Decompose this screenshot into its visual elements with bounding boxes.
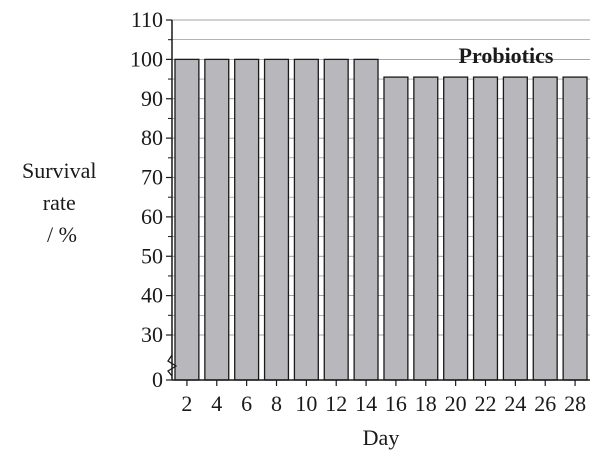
x-tick-label: 22: [475, 391, 497, 416]
x-tick-label: 4: [211, 391, 222, 416]
y-tick-label: 30: [141, 322, 163, 347]
y-tick-label: 110: [131, 7, 163, 32]
bar: [323, 58, 349, 381]
bar: [562, 76, 588, 381]
bar: [443, 76, 469, 381]
y-tick-label: 0: [152, 367, 163, 392]
axes: [167, 20, 590, 381]
bar: [472, 76, 499, 381]
y-axis-title-line-1: Survival: [22, 158, 97, 183]
x-axis-title: Day: [363, 425, 400, 450]
x-tick-label: 24: [504, 391, 526, 416]
y-tick-label: 70: [141, 165, 163, 190]
x-tick-label: 12: [325, 391, 347, 416]
x-tick-label: 2: [181, 391, 192, 416]
x-tick-label: 8: [271, 391, 282, 416]
chart-title: Probiotics: [459, 43, 554, 68]
x-tick-label: 20: [445, 391, 467, 416]
bar: [204, 58, 230, 381]
bar: [413, 76, 439, 381]
y-axis-title-line-3: / %: [47, 222, 77, 247]
x-tick-label: 26: [534, 391, 556, 416]
y-tick-label: 100: [130, 46, 163, 71]
y-axis-title: Survival rate / %: [22, 158, 102, 247]
x-tick-label: 18: [415, 391, 437, 416]
x-tick-label: 28: [564, 391, 586, 416]
bar: [353, 58, 379, 381]
y-tick-label: 80: [141, 125, 163, 150]
bar: [383, 76, 409, 381]
bars: [174, 58, 588, 381]
bar: [234, 58, 260, 381]
axis-break-mark: [167, 354, 178, 377]
bar: [293, 58, 319, 381]
y-tick-label: 50: [141, 243, 163, 268]
bar: [502, 76, 528, 381]
x-tick-label: 6: [241, 391, 252, 416]
y-tick-label: 90: [141, 86, 163, 111]
bar: [263, 58, 290, 381]
y-tick-label: 40: [141, 283, 163, 308]
x-tick-label: 14: [355, 391, 377, 416]
y-axis-title-line-2: rate: [43, 190, 76, 215]
bar: [174, 58, 200, 381]
bar: [532, 76, 558, 381]
x-tick-label: 16: [385, 391, 407, 416]
x-axis-ticks: 2 4 6 8 10 12 14 16 18 20 22 24 26 28: [181, 380, 586, 416]
y-tick-label: 60: [141, 204, 163, 229]
x-tick-label: 10: [295, 391, 317, 416]
y-axis-ticks: 0 30 40 50 60 70 80 90 100 110: [130, 7, 172, 392]
